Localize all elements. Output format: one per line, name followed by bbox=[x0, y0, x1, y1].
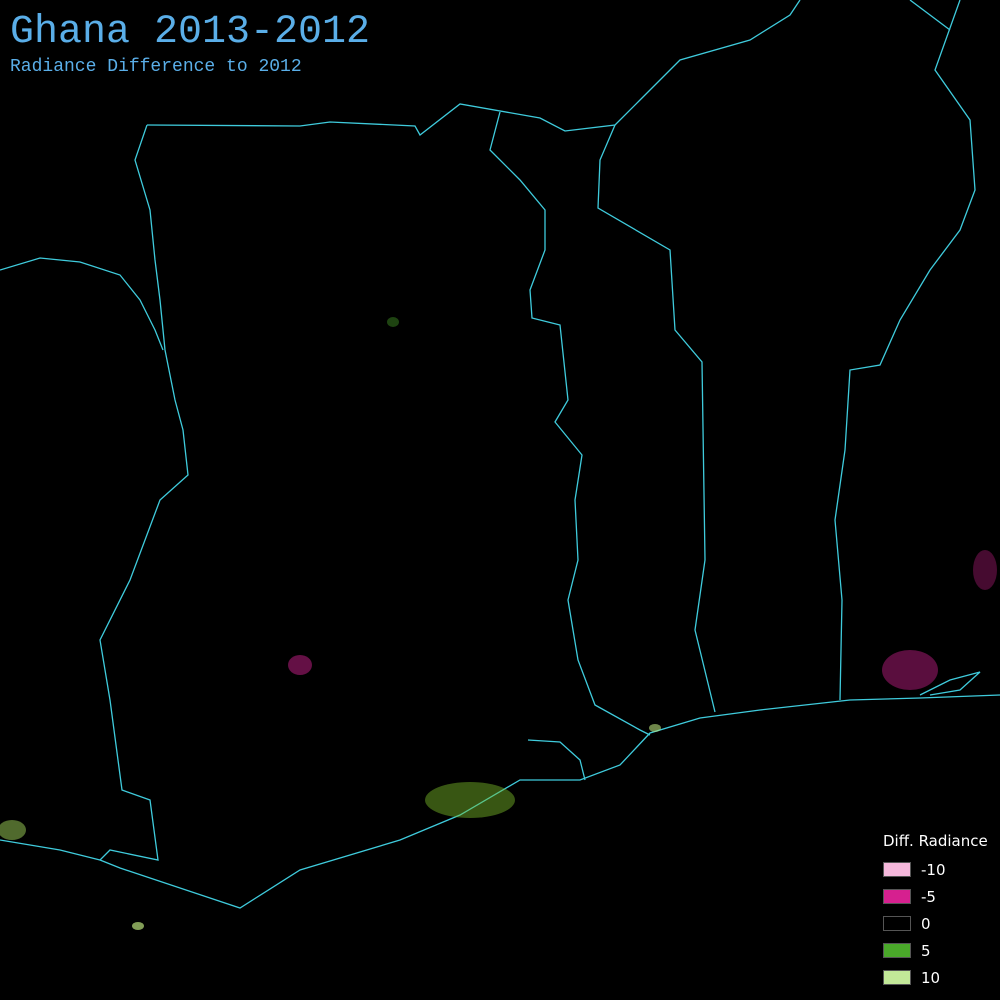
legend-item: 10 bbox=[883, 964, 988, 991]
legend-label: 5 bbox=[921, 941, 931, 960]
light-area bbox=[132, 922, 144, 930]
lights bbox=[0, 317, 997, 930]
legend-swatch bbox=[883, 916, 911, 931]
light-area bbox=[0, 820, 26, 840]
border bbox=[146, 0, 801, 136]
legend-swatch bbox=[883, 970, 911, 985]
legend-swatch bbox=[883, 862, 911, 877]
map-subtitle: Radiance Difference to 2012 bbox=[10, 57, 302, 77]
light-area bbox=[973, 550, 997, 590]
legend-item: -10 bbox=[883, 856, 988, 883]
legend: Diff. Radiance -10 -5 0 5 10 bbox=[883, 832, 988, 991]
legend-swatch bbox=[883, 889, 911, 904]
legend-label: -5 bbox=[921, 887, 936, 906]
border bbox=[0, 839, 101, 861]
legend-label: 0 bbox=[921, 914, 931, 933]
legend-item: -5 bbox=[883, 883, 988, 910]
border bbox=[527, 739, 586, 781]
border bbox=[919, 671, 981, 696]
map-title: Ghana 2013-2012 bbox=[10, 10, 371, 55]
legend-label: -10 bbox=[921, 860, 946, 879]
border bbox=[98, 124, 1000, 909]
light-area bbox=[649, 724, 661, 732]
light-area bbox=[882, 650, 938, 690]
border bbox=[597, 124, 716, 713]
border bbox=[0, 257, 164, 351]
legend-label: 10 bbox=[921, 968, 941, 987]
light-area bbox=[425, 782, 515, 818]
border bbox=[834, 0, 976, 701]
border bbox=[909, 0, 951, 31]
legend-swatch bbox=[883, 943, 911, 958]
legend-item: 0 bbox=[883, 910, 988, 937]
light-area bbox=[387, 317, 399, 327]
border bbox=[489, 111, 651, 736]
legend-item: 5 bbox=[883, 937, 988, 964]
legend-title: Diff. Radiance bbox=[883, 832, 988, 850]
borders bbox=[0, 0, 1000, 909]
light-area bbox=[288, 655, 312, 675]
